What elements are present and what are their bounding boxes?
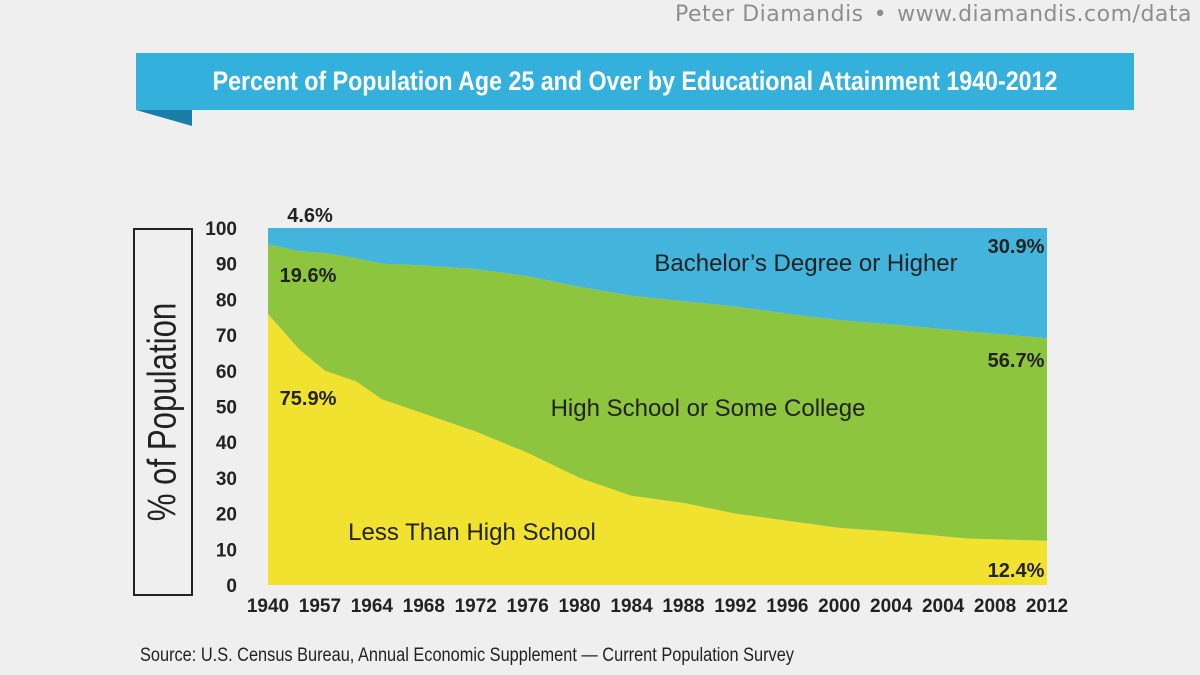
y-tick-label: 70 [216, 326, 237, 347]
source-note: Source: U.S. Census Bureau, Annual Econo… [140, 645, 794, 666]
title-banner [136, 53, 1134, 110]
credit-line: Peter Diamandis • www.diamandis.com/data [675, 2, 1192, 27]
y-tick-label: 90 [216, 255, 237, 276]
y-tick-label: 10 [216, 540, 237, 561]
y-tick-label: 80 [216, 290, 237, 311]
annotation-start-value: 19.6% [280, 265, 337, 287]
x-tick-label: 1984 [610, 596, 653, 617]
credit-separator: • [873, 2, 888, 27]
x-tick-label: 2004 [870, 596, 913, 617]
y-tick-label: 30 [216, 469, 237, 490]
x-tick-label: 1996 [766, 596, 808, 617]
series-label-high-school-or-some-college: High School or Some College [551, 395, 866, 422]
x-tick-label: 1968 [403, 596, 445, 617]
chart-title: Percent of Population Age 25 and Over by… [212, 66, 1058, 96]
annotation-start-value: 75.9% [280, 388, 337, 410]
y-tick-label: 100 [205, 219, 237, 240]
x-tick-label: 2008 [974, 596, 1016, 617]
annotation-end-value: 30.9% [988, 236, 1045, 258]
y-tick-label: 40 [216, 433, 237, 454]
title-banner-fold [136, 110, 192, 126]
x-tick-label: 2012 [1026, 596, 1068, 617]
area-bachelor-s-degree-or-higher [268, 228, 1047, 339]
series-label-less-than-high-school: Less Than High School [348, 519, 596, 546]
x-tick-label: 1976 [507, 596, 549, 617]
y-axis-label-bracket [133, 228, 193, 596]
annotation-end-value: 56.7% [988, 350, 1045, 372]
credit-name: Peter Diamandis [675, 2, 864, 27]
x-tick-label: 1964 [351, 596, 394, 617]
y-tick-label: 20 [216, 505, 237, 526]
x-tick-label: 1957 [299, 596, 341, 617]
x-tick-label: 1972 [455, 596, 497, 617]
y-tick-label: 0 [226, 576, 237, 597]
x-tick-label: 1988 [662, 596, 704, 617]
area-high-school-or-some-college [268, 244, 1047, 541]
x-tick-label: 1980 [558, 596, 600, 617]
y-tick-label: 50 [216, 398, 237, 419]
x-tick-label: 1940 [247, 596, 289, 617]
x-tick-label: 2000 [818, 596, 860, 617]
y-tick-label: 60 [216, 362, 237, 383]
annotation-end-value: 12.4% [988, 560, 1045, 582]
x-tick-label: 1992 [714, 596, 756, 617]
annotation-start-value: 4.6% [287, 205, 333, 227]
area-less-than-high-school [268, 314, 1047, 585]
x-tick-label: 2004 [922, 596, 965, 617]
credit-url: www.diamandis.com/data [897, 2, 1192, 27]
series-label-bachelor-s-degree-or-higher: Bachelor’s Degree or Higher [654, 250, 957, 277]
